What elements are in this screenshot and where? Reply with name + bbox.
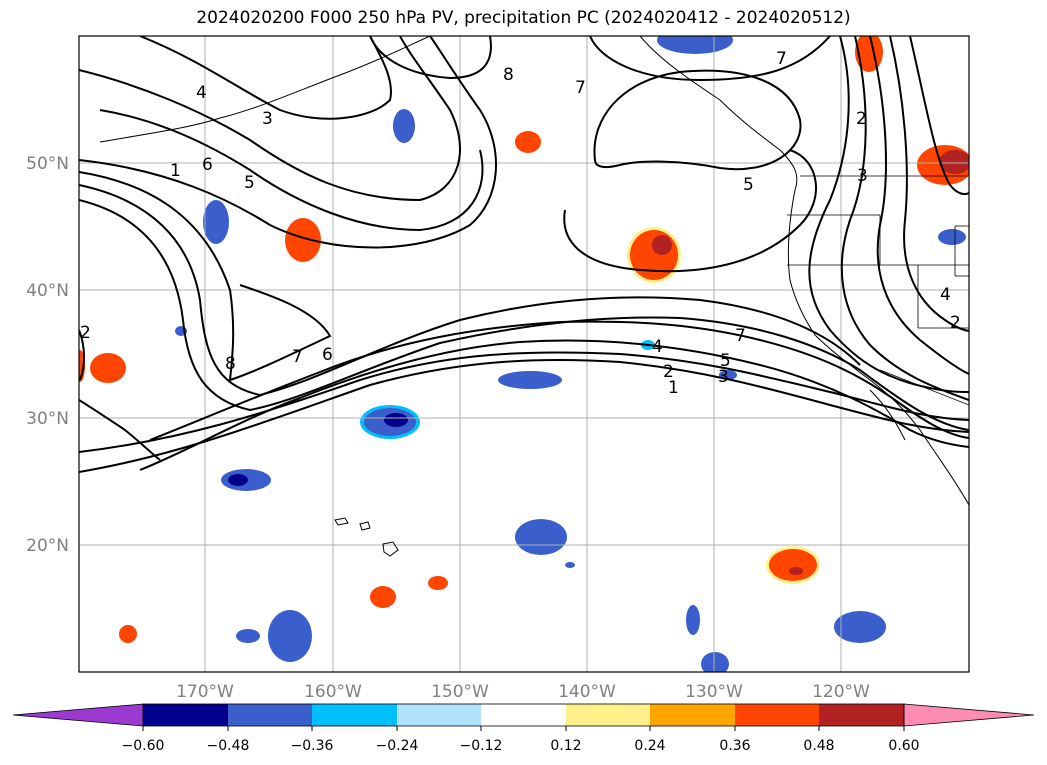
precip-blob [789,567,803,575]
pv-contours [79,36,969,473]
precip-blob [834,611,886,643]
lon-label: 130°W [685,682,743,702]
precip-blob [939,150,969,174]
colorbar-tick-label: 0.24 [634,738,665,754]
precip-blob [652,235,672,255]
plot-title: 2024020200 F000 250 hPa PV, precipitatio… [196,8,851,28]
pv-label: 2 [80,323,91,343]
precip-blob [498,371,562,389]
lat-labels: 50°N 40°N 30°N 20°N [26,154,69,556]
precip-blob [428,576,448,590]
colorbar-segment [650,704,735,726]
pv-label: 2 [950,313,961,333]
precip-blob [285,218,321,262]
pv-label: 3 [262,109,273,129]
colorbar-tick-labels: −0.60 −0.48 −0.36 −0.24 −0.12 0.12 0.24 … [122,738,920,754]
pv-label: 8 [503,65,514,85]
colorbar-tick-label: 0.36 [719,738,750,754]
colorbar-ticks [142,726,905,731]
pv-label: 5 [244,173,255,193]
lon-label: 140°W [558,682,616,702]
pv-labels: 4 3 1 6 5 2 8 7 6 8 7 5 7 2 3 4 2 1 5 3 … [80,49,961,398]
pv-label: 5 [720,351,731,371]
colorbar-tick-label: −0.24 [376,738,419,754]
precip-blob [236,629,260,643]
borders [787,175,969,406]
precip-blob [203,200,229,244]
pv-label: 1 [668,378,679,398]
precip-blob [393,109,415,143]
precip-blob [268,610,312,662]
lat-label: 40°N [26,281,69,301]
precip-blob [228,474,248,486]
lon-label: 120°W [812,682,870,702]
pv-label: 8 [225,354,236,374]
colorbar-segment [228,704,312,726]
colorbar-segment [481,704,566,726]
colorbar-tick-label: 0.60 [888,738,919,754]
colorbar-extend-high [903,703,1035,727]
precip-blob [119,625,137,643]
pv-label: 6 [322,345,333,365]
precip-blob [630,230,678,280]
colorbar-segment [397,704,481,726]
precip-positive-blobs [79,36,969,643]
colorbar-tick-label: 0.12 [550,738,581,754]
pv-label: 7 [735,326,746,346]
pv-label: 3 [857,166,868,186]
colorbar-tick-label: −0.36 [291,738,334,754]
pv-label: 3 [718,367,729,387]
precip-blob [515,519,567,555]
map-border [78,35,970,673]
precip-blob [701,652,729,672]
pv-label: 7 [776,49,787,69]
colorbar: −0.60 −0.48 −0.36 −0.24 −0.12 0.12 0.24 … [12,703,1035,754]
pv-label: 5 [743,175,754,195]
lon-labels: 170°W 160°W 150°W 140°W 130°W 120°W [176,682,870,702]
pv-label: 7 [292,347,303,367]
lat-label: 20°N [26,536,69,556]
precip-blob [384,413,408,427]
pv-label: 2 [663,362,674,382]
colorbar-tick-label: −0.60 [122,738,165,754]
precip-blob [565,562,575,568]
lat-label: 50°N [26,154,69,174]
precip-blob [515,131,541,153]
lon-label: 160°W [304,682,362,702]
colorbar-frame [142,703,905,727]
colorbar-segment [143,704,228,726]
pv-label: 6 [202,155,213,175]
colorbar-tick-label: −0.48 [207,738,250,754]
pv-label: 4 [196,83,207,103]
colorbar-segment [819,704,904,726]
colorbar-segment [735,704,819,726]
lon-label: 150°W [431,682,489,702]
gridlines [79,36,969,672]
lat-label: 30°N [26,409,69,429]
colorbar-segment [566,704,650,726]
colorbar-tick-label: −0.12 [460,738,503,754]
colorbar-tick-label: 0.48 [803,738,834,754]
precip-blob [686,605,700,635]
precip-blob [370,586,396,608]
precip-blob [769,549,817,581]
pv-label: 1 [170,161,181,181]
pv-label: 7 [575,78,586,98]
colorbar-segment [312,704,397,726]
pv-label: 2 [856,109,867,129]
pv-label: 4 [940,285,951,305]
lon-label: 170°W [176,682,234,702]
colorbar-extend-low [12,703,144,727]
precip-blob [90,353,126,383]
pv-label: 4 [652,337,663,357]
precip-blob [657,36,733,54]
precip-blob [938,229,966,245]
